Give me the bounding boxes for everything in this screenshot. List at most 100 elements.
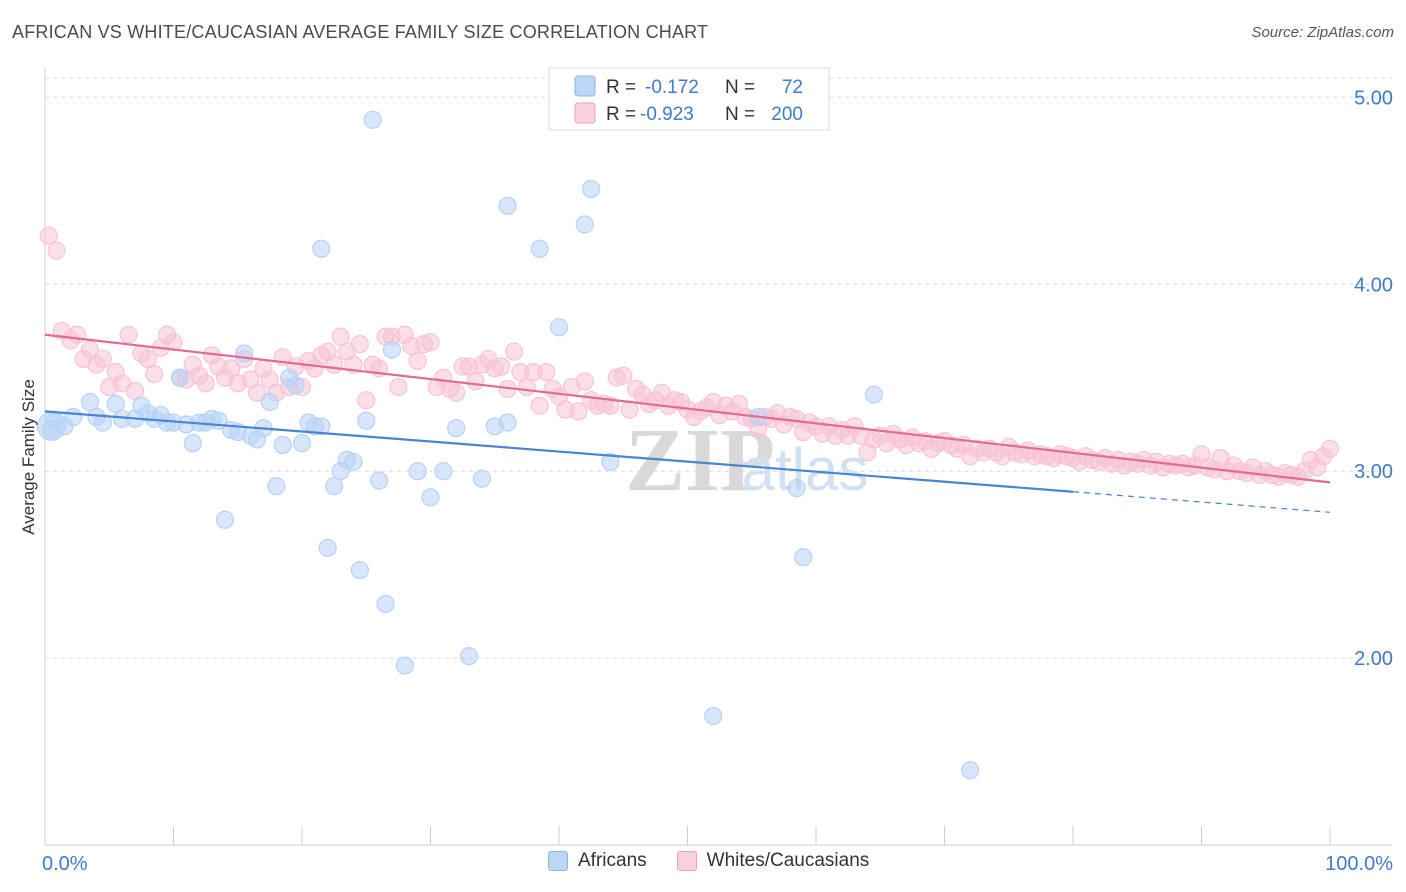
data-point <box>1320 439 1340 458</box>
data-point <box>421 488 440 507</box>
stats-legend: R = -0.172 N = 72 R = -0.923 N = 200 <box>548 67 830 131</box>
chart-title: AFRICAN VS WHITE/CAUCASIAN AVERAGE FAMIL… <box>12 22 709 42</box>
africans-label: Africans <box>578 850 647 871</box>
series-legend: Africans Whites/Caucasians <box>548 850 899 872</box>
data-point <box>138 349 157 369</box>
legend-r-label-2: R = <box>606 104 636 125</box>
y-tick-label: 5.00 <box>1354 87 1393 109</box>
data-point <box>447 419 466 438</box>
data-point <box>601 396 620 415</box>
data-point <box>537 363 556 382</box>
data-point <box>466 372 485 391</box>
data-point <box>530 239 549 258</box>
data-point <box>704 706 723 726</box>
data-point <box>961 761 980 780</box>
y-tick-label: 2.00 <box>1354 648 1393 670</box>
data-point <box>119 325 138 344</box>
data-point <box>601 452 620 471</box>
data-point <box>164 333 183 352</box>
data-point <box>350 561 369 580</box>
data-point <box>286 376 305 395</box>
legend-item-africans: Africans <box>548 850 647 872</box>
x-tick-label-max: 100.0% <box>1325 853 1393 875</box>
legend-r-label-1: R = <box>606 77 636 98</box>
data-point <box>582 179 601 199</box>
grid-lines <box>45 77 1392 659</box>
data-point <box>549 318 569 337</box>
trend-lines <box>44 333 1331 513</box>
watermark-atlas: atlas <box>742 436 869 503</box>
data-point <box>47 241 66 260</box>
data-point <box>376 594 395 613</box>
data-point <box>357 391 376 410</box>
legend-swatch-whites <box>574 102 596 124</box>
data-point <box>370 471 389 490</box>
data-point <box>325 355 344 374</box>
y-tick-label: 4.00 <box>1354 274 1393 296</box>
data-point <box>170 368 190 387</box>
legend-r-value-1: -0.172 <box>645 77 699 98</box>
legend-n-value-1: 72 <box>782 77 803 98</box>
legend-n-label-2: N = <box>725 104 755 125</box>
data-point <box>575 215 594 234</box>
whites-swatch <box>676 851 697 871</box>
data-point <box>504 342 524 361</box>
data-point <box>569 402 588 421</box>
data-point <box>318 538 337 557</box>
data-point <box>389 377 408 397</box>
data-point <box>222 359 241 378</box>
data-point <box>408 351 427 371</box>
data-point <box>312 239 331 258</box>
data-point <box>93 413 112 432</box>
data-point <box>864 385 883 404</box>
data-point <box>247 383 267 402</box>
data-point <box>292 434 312 453</box>
data-point <box>472 469 491 488</box>
axes: 2.00 3.00 4.00 5.00 0.0% 100.0% <box>42 68 1393 875</box>
data-point <box>492 357 511 376</box>
data-point <box>530 396 549 415</box>
legend-n-value-2: 200 <box>771 104 803 125</box>
trend-line <box>44 333 1331 484</box>
x-tick-label-min: 0.0% <box>42 853 88 875</box>
data-point <box>106 394 125 414</box>
data-point <box>408 462 427 481</box>
data-point <box>459 647 479 666</box>
data-point <box>787 478 806 498</box>
data-point <box>614 366 633 385</box>
data-point <box>196 374 215 393</box>
data-point <box>125 381 145 400</box>
data-point <box>794 548 813 567</box>
data-point <box>575 372 594 391</box>
data-point <box>447 383 466 402</box>
data-point <box>350 334 369 354</box>
legend-swatch-africans <box>574 75 596 97</box>
data-point <box>331 327 350 346</box>
data-point <box>382 340 402 359</box>
data-point <box>312 417 331 436</box>
trend-line-extension <box>1072 491 1331 513</box>
y-tick-label: 3.00 <box>1354 461 1393 483</box>
data-point <box>260 392 279 412</box>
data-point <box>273 435 292 455</box>
data-point <box>80 392 100 412</box>
legend-item-whites: Whites/Caucasians <box>676 850 869 872</box>
data-point <box>183 434 202 453</box>
data-point <box>498 196 517 215</box>
africans-swatch <box>548 851 568 871</box>
data-point <box>498 413 517 432</box>
data-point <box>357 411 376 430</box>
data-point <box>344 452 363 471</box>
data-points <box>36 110 1340 780</box>
data-point <box>363 110 382 129</box>
data-point <box>325 477 344 496</box>
data-point <box>36 411 67 441</box>
data-point <box>145 364 164 384</box>
data-point <box>267 477 286 496</box>
data-point <box>434 462 453 481</box>
trend-line <box>44 410 1074 493</box>
legend-n-label-1: N = <box>725 77 755 98</box>
data-point <box>421 333 440 352</box>
source-label: Source: ZipAtlas.com <box>1251 24 1394 41</box>
